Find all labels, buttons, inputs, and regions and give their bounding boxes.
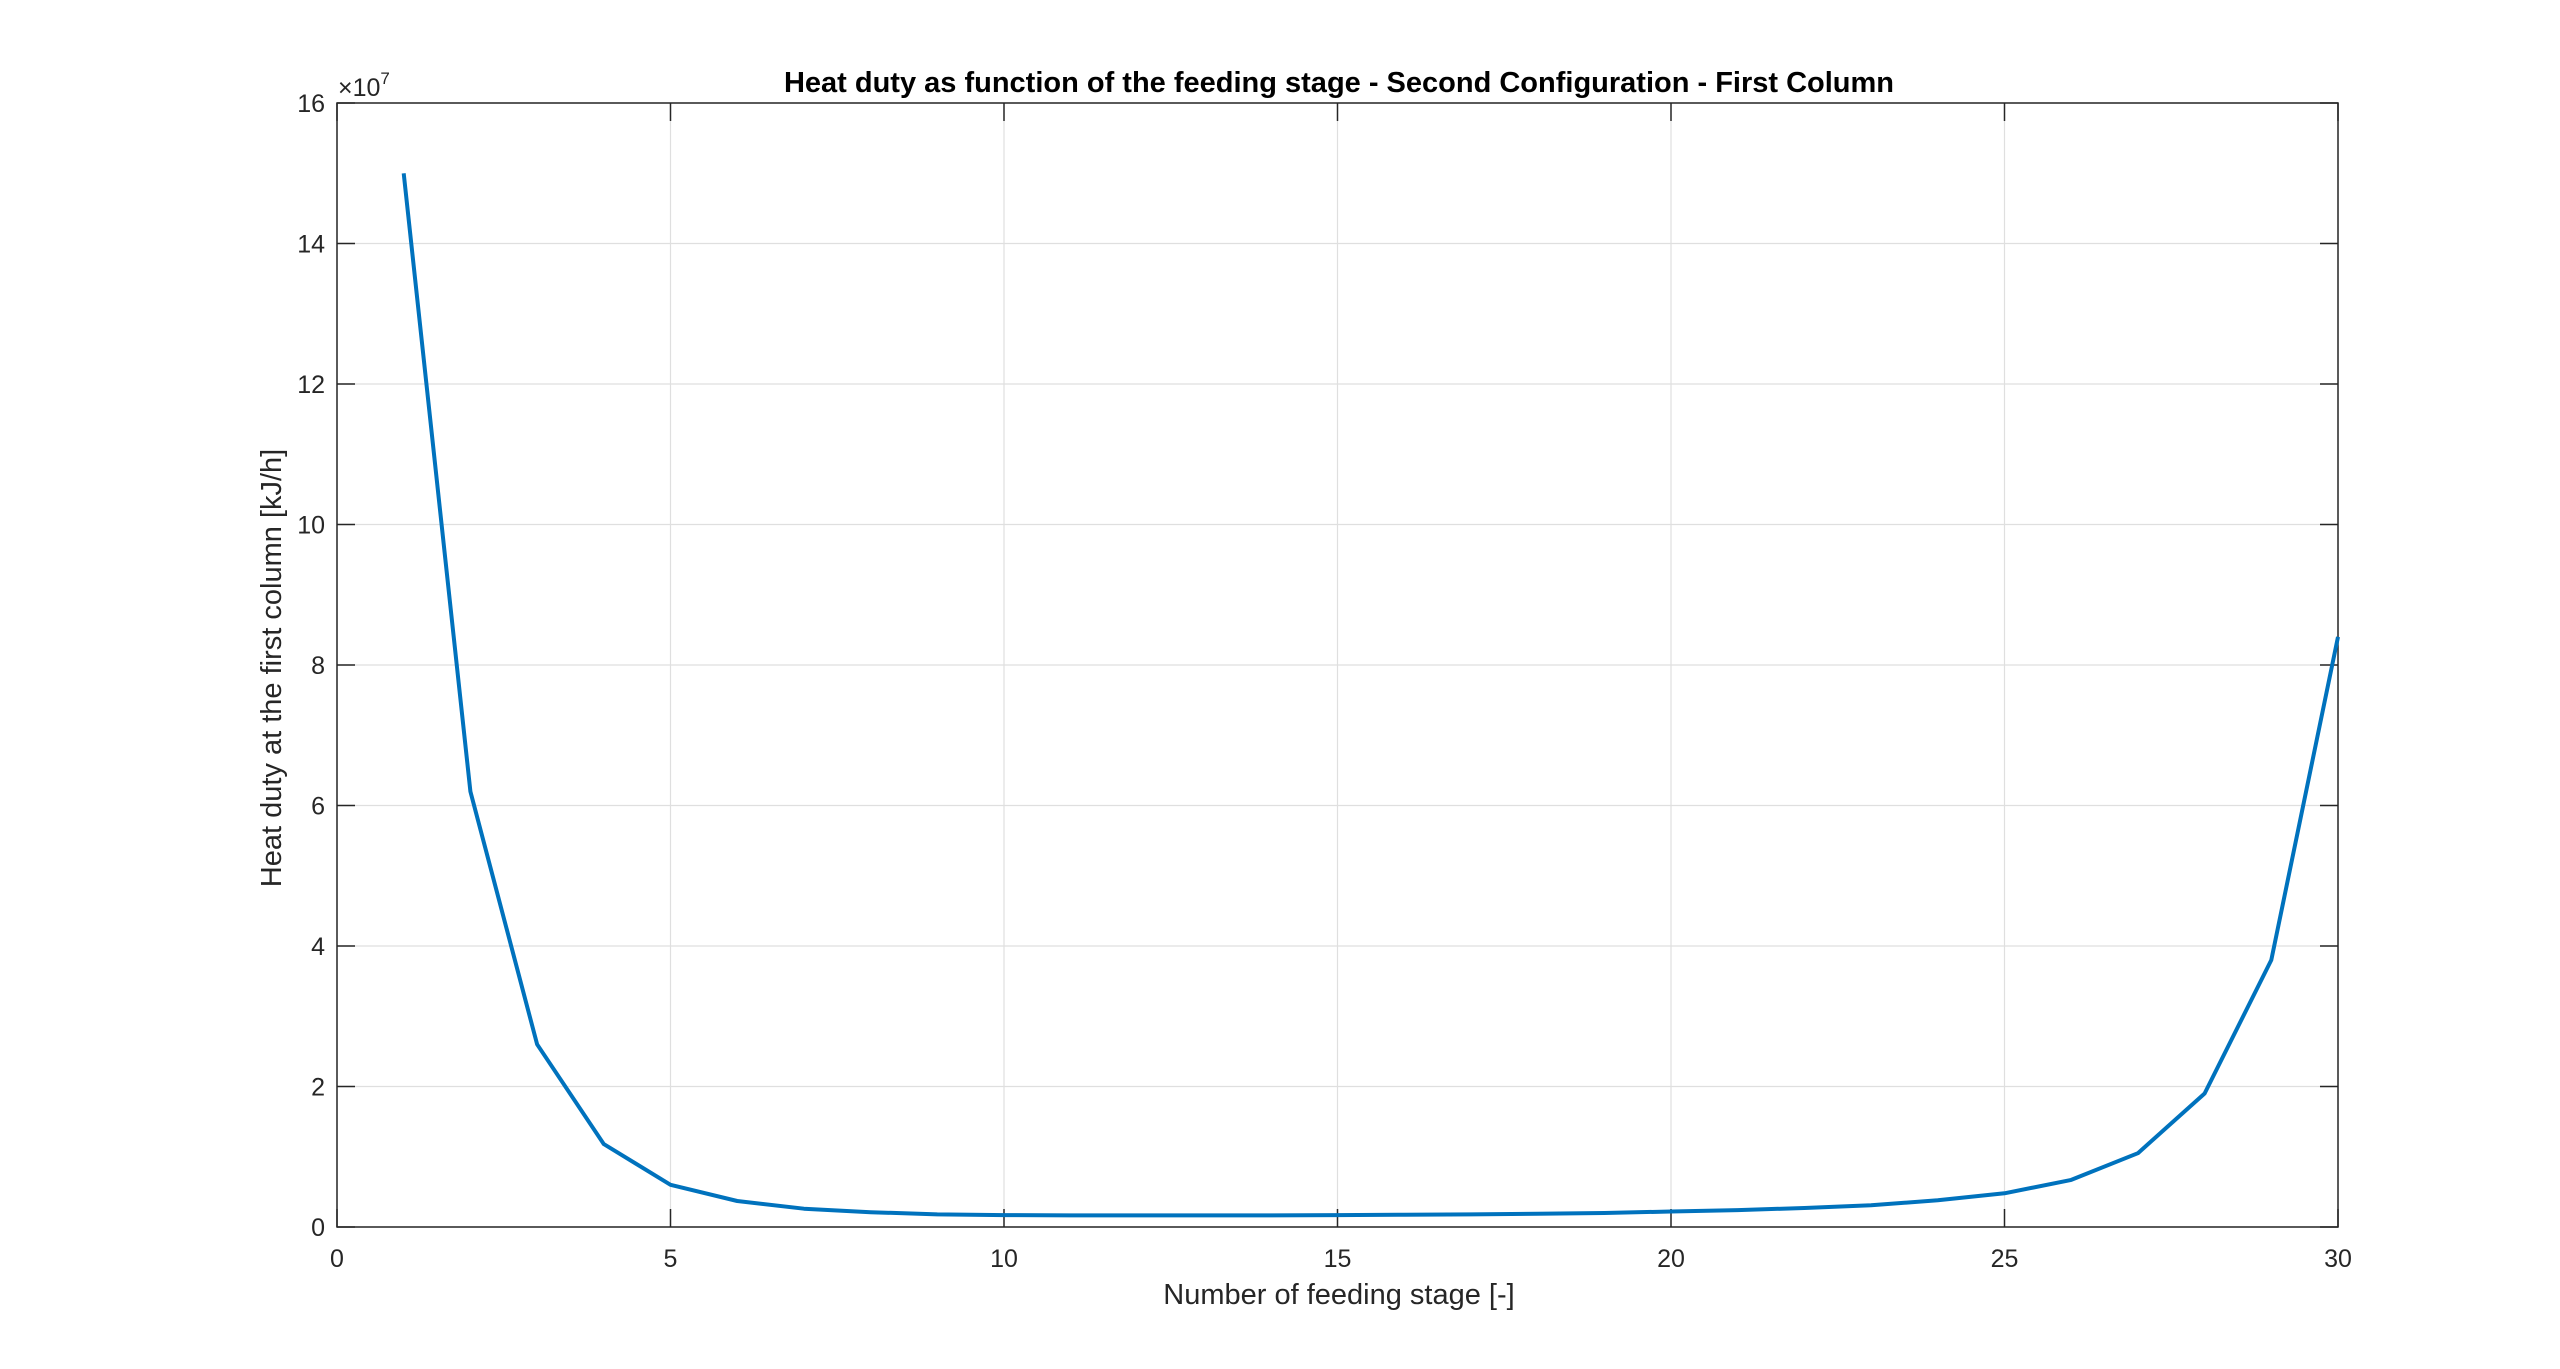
y-axis-exponent: ×107 (338, 69, 390, 102)
series-layer (401, 173, 2340, 1218)
y-tick-label: 10 (297, 512, 325, 540)
x-tick-label: 30 (2324, 1245, 2352, 1273)
x-axis-label: Number of feeding stage [-] (1163, 1279, 1514, 1311)
x-tick-label: 5 (664, 1245, 678, 1273)
tick-marks (336, 102, 2339, 1228)
y-tick-label: 16 (297, 90, 325, 118)
y-tick-label: 12 (297, 371, 325, 399)
series-line (401, 173, 2340, 1218)
x-tick-labels: 0 5 10 15 20 25 30 (330, 1245, 2352, 1273)
y-tick-labels: 0 2 4 6 8 10 12 14 16 (297, 90, 325, 1242)
x-tick-label: 20 (1657, 1245, 1685, 1273)
x-tick-label: 25 (1991, 1245, 2019, 1273)
y-axis-label: Heat duty at the first column [kJ/h] (256, 449, 288, 887)
y-tick-label: 8 (311, 652, 325, 680)
y-tick-label: 6 (311, 793, 325, 821)
y-tick-label: 0 (311, 1214, 325, 1242)
grid (336, 102, 2339, 1228)
chart-title: Heat duty as function of the feeding sta… (784, 67, 1894, 99)
y-tick-label: 2 (311, 1074, 325, 1102)
y-tick-label: 14 (297, 231, 325, 259)
x-tick-label: 10 (990, 1245, 1018, 1273)
x-tick-label: 15 (1324, 1245, 1352, 1273)
x-tick-label: 0 (330, 1245, 344, 1273)
y-tick-label: 4 (311, 933, 325, 961)
